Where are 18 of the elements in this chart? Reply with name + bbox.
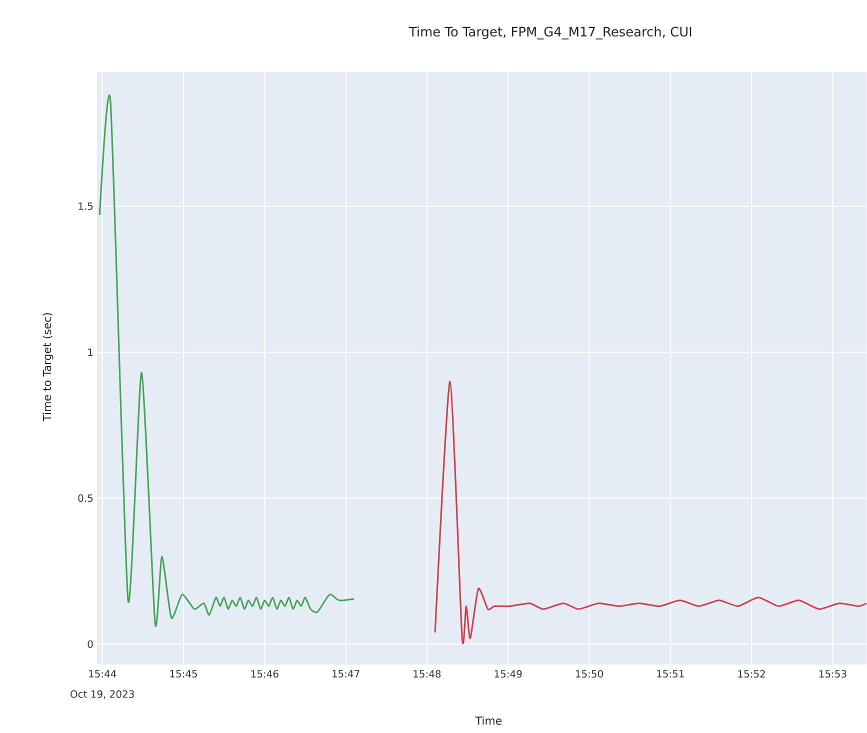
x-tick-label: 15:48 [414, 670, 441, 678]
x-tick-label: 15:50 [576, 670, 603, 678]
x-tick-label: 15:46 [251, 670, 278, 678]
y-axis-title: Time to Target (sec) [42, 313, 54, 422]
x-tick-label: 15:49 [494, 670, 522, 678]
x-tick-label: 15:53 [819, 670, 846, 678]
chart-title: Time To Target, FPM_G4_M17_Research, CUI [408, 26, 692, 40]
y-tick-label: 0.5 [78, 494, 93, 502]
y-tick-label: 1 [88, 348, 93, 356]
x-tick-label: 15:47 [332, 670, 360, 678]
x-tick-label: 15:45 [170, 670, 197, 678]
y-tick-label: 0 [88, 640, 93, 648]
x-axis-title: Time [475, 716, 502, 726]
x-tick-label: 15:44 [89, 670, 116, 678]
x-tick-label: 15:51 [657, 670, 684, 678]
text: Oct 19, 2023 [70, 690, 134, 700]
y-tick-label: 1.5 [78, 202, 93, 210]
x-tick-label: 15:52 [738, 670, 765, 678]
